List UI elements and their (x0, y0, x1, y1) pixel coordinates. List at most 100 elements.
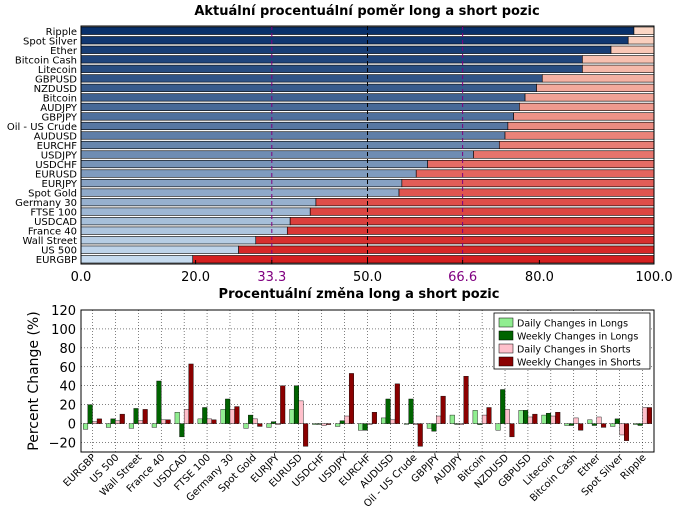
reference-lines (271, 26, 464, 264)
long-bar (80, 179, 403, 188)
category-label: Spot Gold (28, 189, 77, 200)
change-bar (477, 423, 483, 425)
long-bar (80, 102, 520, 111)
y-tick-label: 100 (51, 323, 76, 338)
change-bar (335, 423, 341, 427)
short-bar (415, 169, 655, 178)
top-bars (80, 26, 655, 264)
change-bar (326, 423, 332, 425)
short-bar (633, 26, 655, 35)
change-bar (87, 404, 93, 424)
long-short-ratio-chart: Aktuální procentuální poměr long a short… (7, 4, 673, 285)
change-bar (518, 410, 524, 424)
long-bar (80, 131, 506, 140)
category-label: GBPJPY (41, 112, 77, 123)
change-bar (568, 423, 574, 426)
change-bar (408, 398, 414, 424)
change-bar (312, 423, 318, 425)
long-bar (80, 45, 612, 54)
short-bar (519, 102, 655, 111)
change-bar (495, 423, 501, 431)
legend-swatch (498, 330, 514, 341)
change-bar (348, 373, 354, 424)
legend-swatch (498, 343, 514, 354)
x-tick-label: 0.0 (71, 270, 92, 285)
change-bar (321, 423, 327, 426)
change-bar (509, 423, 515, 438)
change-bar (578, 423, 584, 431)
y-tick-label: 60 (59, 361, 76, 376)
x-tick-label: 20.0 (181, 270, 210, 285)
category-label: Bitcoin Cash (15, 55, 77, 66)
short-bar (536, 83, 655, 92)
legend-label: Daily Changes in Longs (517, 319, 628, 330)
change-bar (619, 423, 625, 436)
change-bar (151, 423, 157, 428)
bottom-bars (83, 363, 652, 447)
long-bar (80, 255, 194, 264)
category-label: FTSE 100 (30, 208, 77, 219)
short-bar (498, 140, 655, 150)
change-bar (500, 389, 506, 424)
short-bar (524, 93, 655, 102)
x-tick-label: 80.0 (525, 270, 554, 285)
category-label: GBPUSD (35, 74, 77, 85)
y-tick-label: −20 (49, 437, 76, 452)
change-bar (271, 421, 277, 424)
category-label: USDCHF (35, 160, 77, 171)
change-bar (587, 419, 593, 424)
top-chart-title: Aktuální procentuální poměr long a short… (194, 4, 539, 19)
long-bar (80, 112, 514, 121)
change-bar (367, 423, 373, 425)
change-bar (96, 418, 102, 424)
change-bar (555, 412, 561, 424)
change-bar (564, 423, 570, 426)
change-bar (156, 380, 162, 424)
short-bar (541, 74, 655, 83)
change-bar (546, 412, 552, 424)
long-bar (80, 121, 509, 131)
change-bar (642, 407, 648, 424)
long-bar (80, 207, 311, 216)
change-bar (403, 423, 409, 425)
short-bar (401, 179, 655, 188)
change-bar (541, 414, 547, 424)
change-bar (248, 414, 254, 424)
change-bar (596, 416, 602, 424)
x-tick-label: 50.0 (353, 270, 382, 285)
change-bar (601, 423, 607, 428)
y-tick-label: 120 (51, 304, 76, 319)
long-bar (80, 169, 417, 178)
category-label: Spot Silver (23, 36, 78, 47)
long-bar (80, 217, 291, 226)
bottom-y-tick-labels: 120 100 80 60 40 20 0 −20 (49, 304, 76, 452)
y-tick-label: 0 (68, 418, 76, 433)
category-label: USDCAD (34, 217, 77, 228)
legend: Daily Changes in Longs Weekly Changes in … (493, 312, 651, 370)
category-label: USDJPY (41, 151, 78, 162)
change-bar (637, 423, 643, 426)
change-bar (358, 423, 364, 431)
change-bar (197, 418, 203, 424)
change-bar (591, 423, 597, 426)
change-bar (188, 363, 194, 424)
change-bar (105, 423, 111, 428)
legend-label: Weekly Changes in Shorts (517, 358, 641, 369)
long-bar (80, 93, 526, 102)
change-bar (234, 406, 240, 424)
change-bar (83, 423, 89, 430)
category-label: Ripple (46, 27, 77, 38)
short-bar (255, 236, 655, 245)
change-bar (142, 409, 148, 424)
long-bar (80, 36, 629, 45)
change-bar (413, 423, 419, 425)
change-bar (110, 418, 116, 424)
change-bar (504, 409, 510, 424)
change-bar (394, 383, 400, 424)
change-bar (316, 423, 322, 425)
change-bar (303, 423, 309, 447)
change-bar (266, 423, 272, 428)
category-label: Bitcoin (43, 93, 77, 104)
